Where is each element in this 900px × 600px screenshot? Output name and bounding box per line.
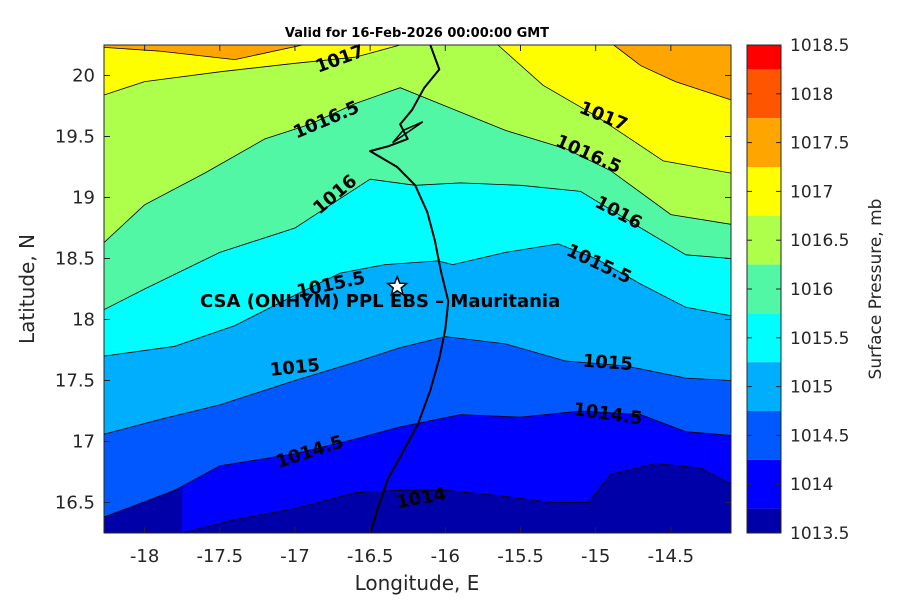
colorbar-tick-label: 1014 xyxy=(790,475,833,495)
x-tick-label: -18 xyxy=(130,546,159,567)
y-axis-ticks: 20 19.5 19 18.5 18 17.5 17 16.5 xyxy=(55,66,731,514)
colorbar-swatch xyxy=(747,411,781,460)
colorbar: 1018.5 1018 1017.5 1017 1016.5 1016 1015.5 1015… xyxy=(746,36,849,544)
y-tick-label: 16.5 xyxy=(55,493,95,514)
x-tick-label: -14.5 xyxy=(648,546,695,567)
contour-lines xyxy=(104,45,731,533)
pressure-fill-bands xyxy=(104,45,731,533)
x-tick-label: -16.5 xyxy=(347,546,394,567)
pressure-band-1017 xyxy=(104,45,401,95)
colorbar-swatch xyxy=(747,313,781,363)
x-tick-label: -16 xyxy=(431,546,460,567)
y-tick-label: 19 xyxy=(72,188,95,209)
island-outline xyxy=(392,121,424,144)
colorbar-swatch xyxy=(747,69,781,119)
contour-label: 1015 xyxy=(582,351,633,375)
x-tick-label: -15.5 xyxy=(497,546,544,567)
x-axis-label: Longitude, E xyxy=(355,571,480,595)
x-axis-ticks: -18 -17.5 -17 -16.5 -16 -15.5 -15 -14.5 xyxy=(130,45,694,567)
contour-line-1017 xyxy=(497,45,731,174)
colorbar-swatch xyxy=(747,215,781,265)
x-tick-label: -15 xyxy=(581,546,610,567)
colorbar-swatch xyxy=(747,167,781,216)
colorbar-tick-label: 1018 xyxy=(790,85,833,105)
x-tick-label: -17.5 xyxy=(196,546,243,567)
x-tick-label: -17 xyxy=(280,546,309,567)
contour-line-1014 xyxy=(182,463,731,533)
colorbar-tick-label: 1013.5 xyxy=(790,524,849,544)
y-tick-label: 20 xyxy=(72,66,95,87)
colorbar-tick-label: 1017 xyxy=(790,182,833,202)
star-icon[interactable] xyxy=(385,274,409,297)
colorbar-tick-label: 1016 xyxy=(790,280,833,300)
pressure-band-1017.5 xyxy=(104,45,303,60)
colorbar-swatch xyxy=(747,264,781,314)
pressure-band-1017.5 xyxy=(613,45,731,100)
y-tick-label: 18.5 xyxy=(55,249,95,270)
y-tick-label: 18 xyxy=(72,310,95,331)
contour-line-1015.5 xyxy=(104,243,731,357)
colorbar-swatch xyxy=(747,508,781,533)
contour-line-1017.5 xyxy=(104,45,303,61)
coastline-line xyxy=(369,45,450,533)
contour-label: 1015 xyxy=(269,355,321,381)
colorbar-tick-label: 1018.5 xyxy=(790,36,849,56)
coastline xyxy=(369,45,450,533)
colorbar-tick-label: 1014.5 xyxy=(790,426,849,446)
contour-line-1017.5 xyxy=(613,45,731,101)
colorbar-tick-label: 1015 xyxy=(790,378,833,398)
colorbar-swatch xyxy=(747,118,781,167)
colorbar-label: Surface Pressure, mb xyxy=(866,199,886,380)
colorbar-tick-label: 1016.5 xyxy=(790,231,849,251)
contour-line-1016.5 xyxy=(104,87,731,243)
station-label: CSA (ONHYM) PPL EBS – Mauritania xyxy=(200,291,560,312)
colorbar-swatch xyxy=(747,45,781,70)
contour-line-1014.5 xyxy=(104,410,731,518)
y-axis-label: Latitude, N xyxy=(15,234,39,344)
plot-frame xyxy=(103,44,732,534)
contour-line-1017 xyxy=(104,45,401,96)
colorbar-tick-label: 1017.5 xyxy=(790,134,849,154)
chart-title: Valid for 16-Feb-2026 00:00:00 GMT xyxy=(285,26,549,41)
colorbar-tick-label: 1015.5 xyxy=(790,329,849,349)
colorbar-swatch xyxy=(747,362,781,411)
colorbar-swatch xyxy=(747,459,781,509)
contour-line-1015 xyxy=(104,336,731,435)
y-tick-label: 19.5 xyxy=(55,127,95,148)
y-tick-label: 17 xyxy=(72,432,95,453)
y-tick-label: 17.5 xyxy=(55,371,95,392)
